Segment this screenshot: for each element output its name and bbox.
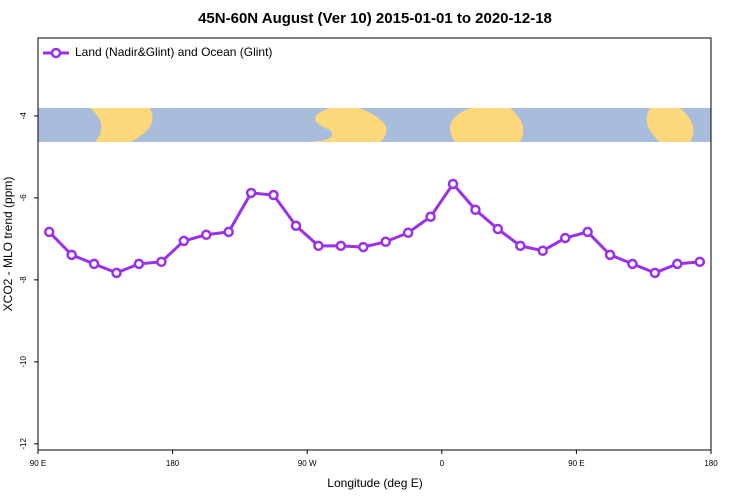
data-point xyxy=(604,249,616,261)
data-point xyxy=(335,240,347,252)
x-tick-label: 90 E xyxy=(568,459,584,468)
legend-marker xyxy=(50,47,62,59)
data-point xyxy=(268,189,279,201)
data-point xyxy=(470,204,481,216)
data-point xyxy=(156,256,167,268)
data-point xyxy=(447,178,459,190)
x-tick-label: 180 xyxy=(704,459,718,468)
data-point xyxy=(133,258,145,270)
data-point xyxy=(201,229,212,241)
data-point xyxy=(649,267,661,279)
x-tick-label: 180 xyxy=(166,459,180,468)
data-point xyxy=(313,240,324,252)
y-axis-label: XCO2 - MLO trend (ppm) xyxy=(1,177,15,312)
data-point xyxy=(111,267,122,279)
y-tick-label: -8 xyxy=(19,276,28,284)
data-point xyxy=(402,227,414,238)
data-point xyxy=(358,241,369,253)
x-tick-label: 90 W xyxy=(298,459,317,468)
data-point xyxy=(178,235,190,247)
data-point xyxy=(582,226,593,238)
data-line xyxy=(48,181,700,275)
data-point xyxy=(492,223,504,235)
data-point xyxy=(627,258,638,270)
data-point xyxy=(290,220,302,232)
map-band xyxy=(38,108,711,142)
data-point xyxy=(245,187,257,199)
data-point xyxy=(425,211,436,222)
y-tick-label: -6 xyxy=(19,194,28,202)
y-tick-label: -10 xyxy=(19,356,28,368)
data-point xyxy=(559,232,571,244)
data-point xyxy=(672,258,683,270)
plot-frame xyxy=(37,37,712,451)
y-tick-label: -12 xyxy=(19,438,28,450)
y-tick-label: -4 xyxy=(19,112,28,120)
x-tick-label: 0 xyxy=(440,459,445,468)
data-point xyxy=(515,240,526,252)
data-point xyxy=(380,236,391,247)
x-axis-label: Longitude (deg E) xyxy=(327,476,422,490)
data-point xyxy=(537,245,548,257)
data-point xyxy=(66,249,77,261)
data-point xyxy=(694,256,706,268)
data-point xyxy=(88,258,100,270)
data-point xyxy=(223,226,234,238)
data-point xyxy=(43,226,55,238)
x-tick-label: 90 E xyxy=(30,459,46,468)
legend-label: Land (Nadir&Glint) and Ocean (Glint) xyxy=(75,45,272,59)
chart-title: 45N-60N August (Ver 10) 2015-01-01 to 20… xyxy=(198,10,552,27)
